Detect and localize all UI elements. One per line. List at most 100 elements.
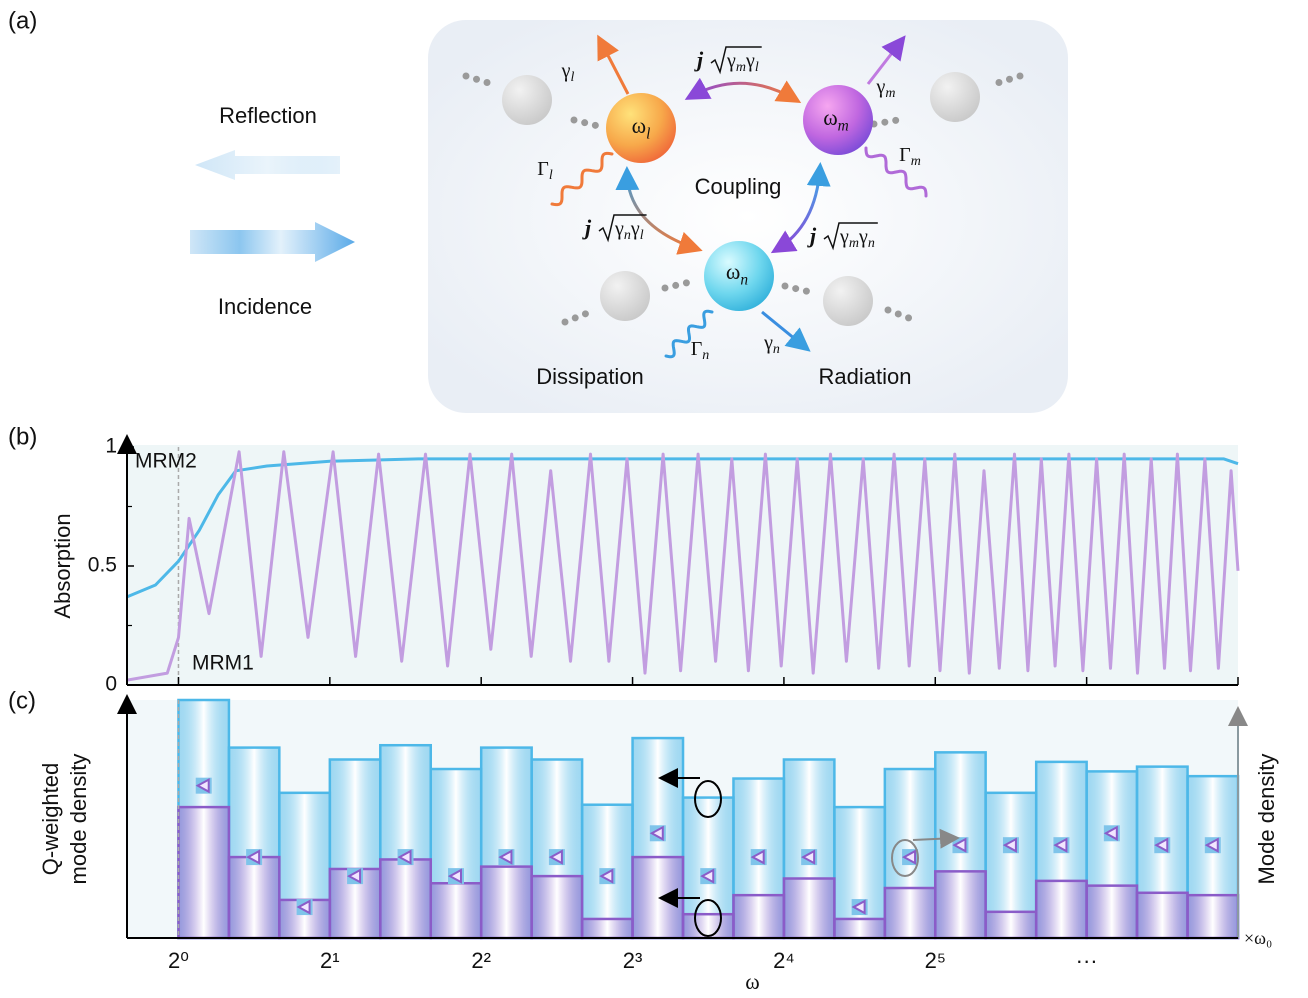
- symbol-sub: n: [773, 342, 780, 357]
- symbol-sub: l: [570, 70, 574, 85]
- y2-axis-label: Mode density: [1254, 754, 1279, 885]
- series-label: MRM2: [135, 450, 197, 473]
- marker-triangle: [700, 868, 715, 884]
- y-tick-label: 0: [105, 673, 117, 696]
- series-label: MRM1: [192, 652, 254, 675]
- symbol-sub: l: [646, 125, 650, 142]
- radical-sign: [823, 222, 878, 251]
- bar: [883, 886, 937, 940]
- bar: [934, 870, 987, 940]
- bar: [479, 865, 533, 940]
- bar: [984, 910, 1038, 940]
- coupling-j: j: [582, 215, 592, 240]
- coupling-arrow: [684, 77, 802, 104]
- symbol-base: γ: [561, 60, 571, 82]
- x-tick-label: 2²: [471, 948, 491, 973]
- label: Incidence: [218, 294, 312, 319]
- marker-triangle: [1154, 837, 1169, 853]
- marker: [498, 849, 515, 866]
- symbol-base: ω: [823, 105, 837, 130]
- label: Dissipation: [536, 364, 644, 389]
- symbol-base: γ: [858, 226, 868, 248]
- radical-sign: [710, 46, 762, 75]
- marker-triangle: [195, 777, 210, 794]
- marker: [447, 868, 464, 885]
- symbol-base: γ: [876, 76, 886, 98]
- symbol-base: γ: [614, 218, 624, 240]
- marker: [599, 868, 616, 885]
- bar: [379, 858, 433, 940]
- y-tick-label: 1: [105, 435, 117, 458]
- marker-triangle: [1002, 837, 1017, 853]
- radical-sign: [598, 214, 647, 243]
- marker-triangle: [901, 849, 917, 865]
- label: Radiation: [819, 364, 912, 389]
- marker: [750, 849, 767, 866]
- symbol-base: Γ: [899, 144, 911, 166]
- label: Coupling: [695, 174, 782, 199]
- line-series: [126, 457, 1239, 599]
- symbol: Γn: [691, 338, 710, 364]
- y-axis-label: mode density: [66, 754, 91, 885]
- symbol-sub: n: [868, 236, 875, 251]
- marker-triangle: [750, 849, 765, 865]
- bar: [227, 855, 281, 940]
- annotation-ellipse: [694, 899, 722, 937]
- incidence-arrow: [190, 222, 355, 262]
- marker: [851, 899, 868, 916]
- neighbor-resonator: [930, 72, 980, 122]
- resonator: [704, 241, 774, 311]
- marker-triangle: [346, 868, 362, 884]
- symbol: γl: [561, 60, 575, 86]
- coupling-terms: γnγl: [614, 218, 644, 244]
- marker-triangle: [447, 868, 462, 884]
- y-axis-label: Absorption: [50, 513, 75, 618]
- marker-triangle: [1204, 837, 1219, 853]
- reflection-arrow: [195, 150, 340, 180]
- marker: [901, 849, 919, 866]
- marker: [1053, 837, 1070, 854]
- bar: [1135, 891, 1189, 940]
- symbol: ωm: [823, 105, 849, 134]
- y-axis-label: Q-weighted: [38, 763, 63, 876]
- bar: [530, 874, 584, 940]
- x-tick-label: 2⁵: [925, 948, 946, 973]
- marker-triangle: [296, 899, 311, 915]
- bar: [1085, 884, 1139, 940]
- annotations: [658, 768, 960, 937]
- radiation-arrow: [866, 35, 906, 85]
- x-tick-label: 2⁰: [168, 948, 189, 973]
- x-axis-unit: ×ω₀: [1244, 928, 1272, 948]
- resonator: [606, 93, 676, 163]
- symbol-sub: l: [549, 168, 553, 183]
- x-tick-label: ···: [1076, 948, 1098, 973]
- marker: [548, 849, 565, 866]
- marker-triangle: [498, 849, 513, 865]
- symbol: γm: [876, 76, 896, 102]
- neighbor-dots: [462, 72, 1024, 326]
- symbol-sub: n: [740, 271, 748, 288]
- neighbor-resonator: [502, 75, 552, 125]
- radiation-arrow: [597, 34, 630, 95]
- symbol-base: γ: [726, 50, 736, 72]
- symbol-base: ω: [726, 259, 740, 284]
- marker: [1154, 837, 1171, 854]
- diagram: Reflection Incidence Coupling Dissipatio…: [190, 20, 1068, 413]
- coupling-j: j: [694, 47, 704, 72]
- symbol-base: γ: [839, 226, 849, 248]
- coupling-j: j: [807, 223, 817, 248]
- bar: [1186, 893, 1240, 940]
- coupling-terms: γmγn: [839, 226, 875, 252]
- symbol: γn: [763, 332, 780, 358]
- bar: [782, 877, 836, 940]
- symbol: ωn: [726, 259, 748, 288]
- annotation-ellipse: [891, 839, 919, 877]
- coupling-arrow: [615, 166, 703, 255]
- marker: [296, 899, 313, 916]
- symbol-sub: m: [736, 60, 746, 75]
- marker: [195, 777, 212, 794]
- panel-label: (b): [8, 423, 37, 450]
- panel-label: (c): [8, 687, 36, 714]
- x-tick-label: 2¹: [320, 948, 340, 973]
